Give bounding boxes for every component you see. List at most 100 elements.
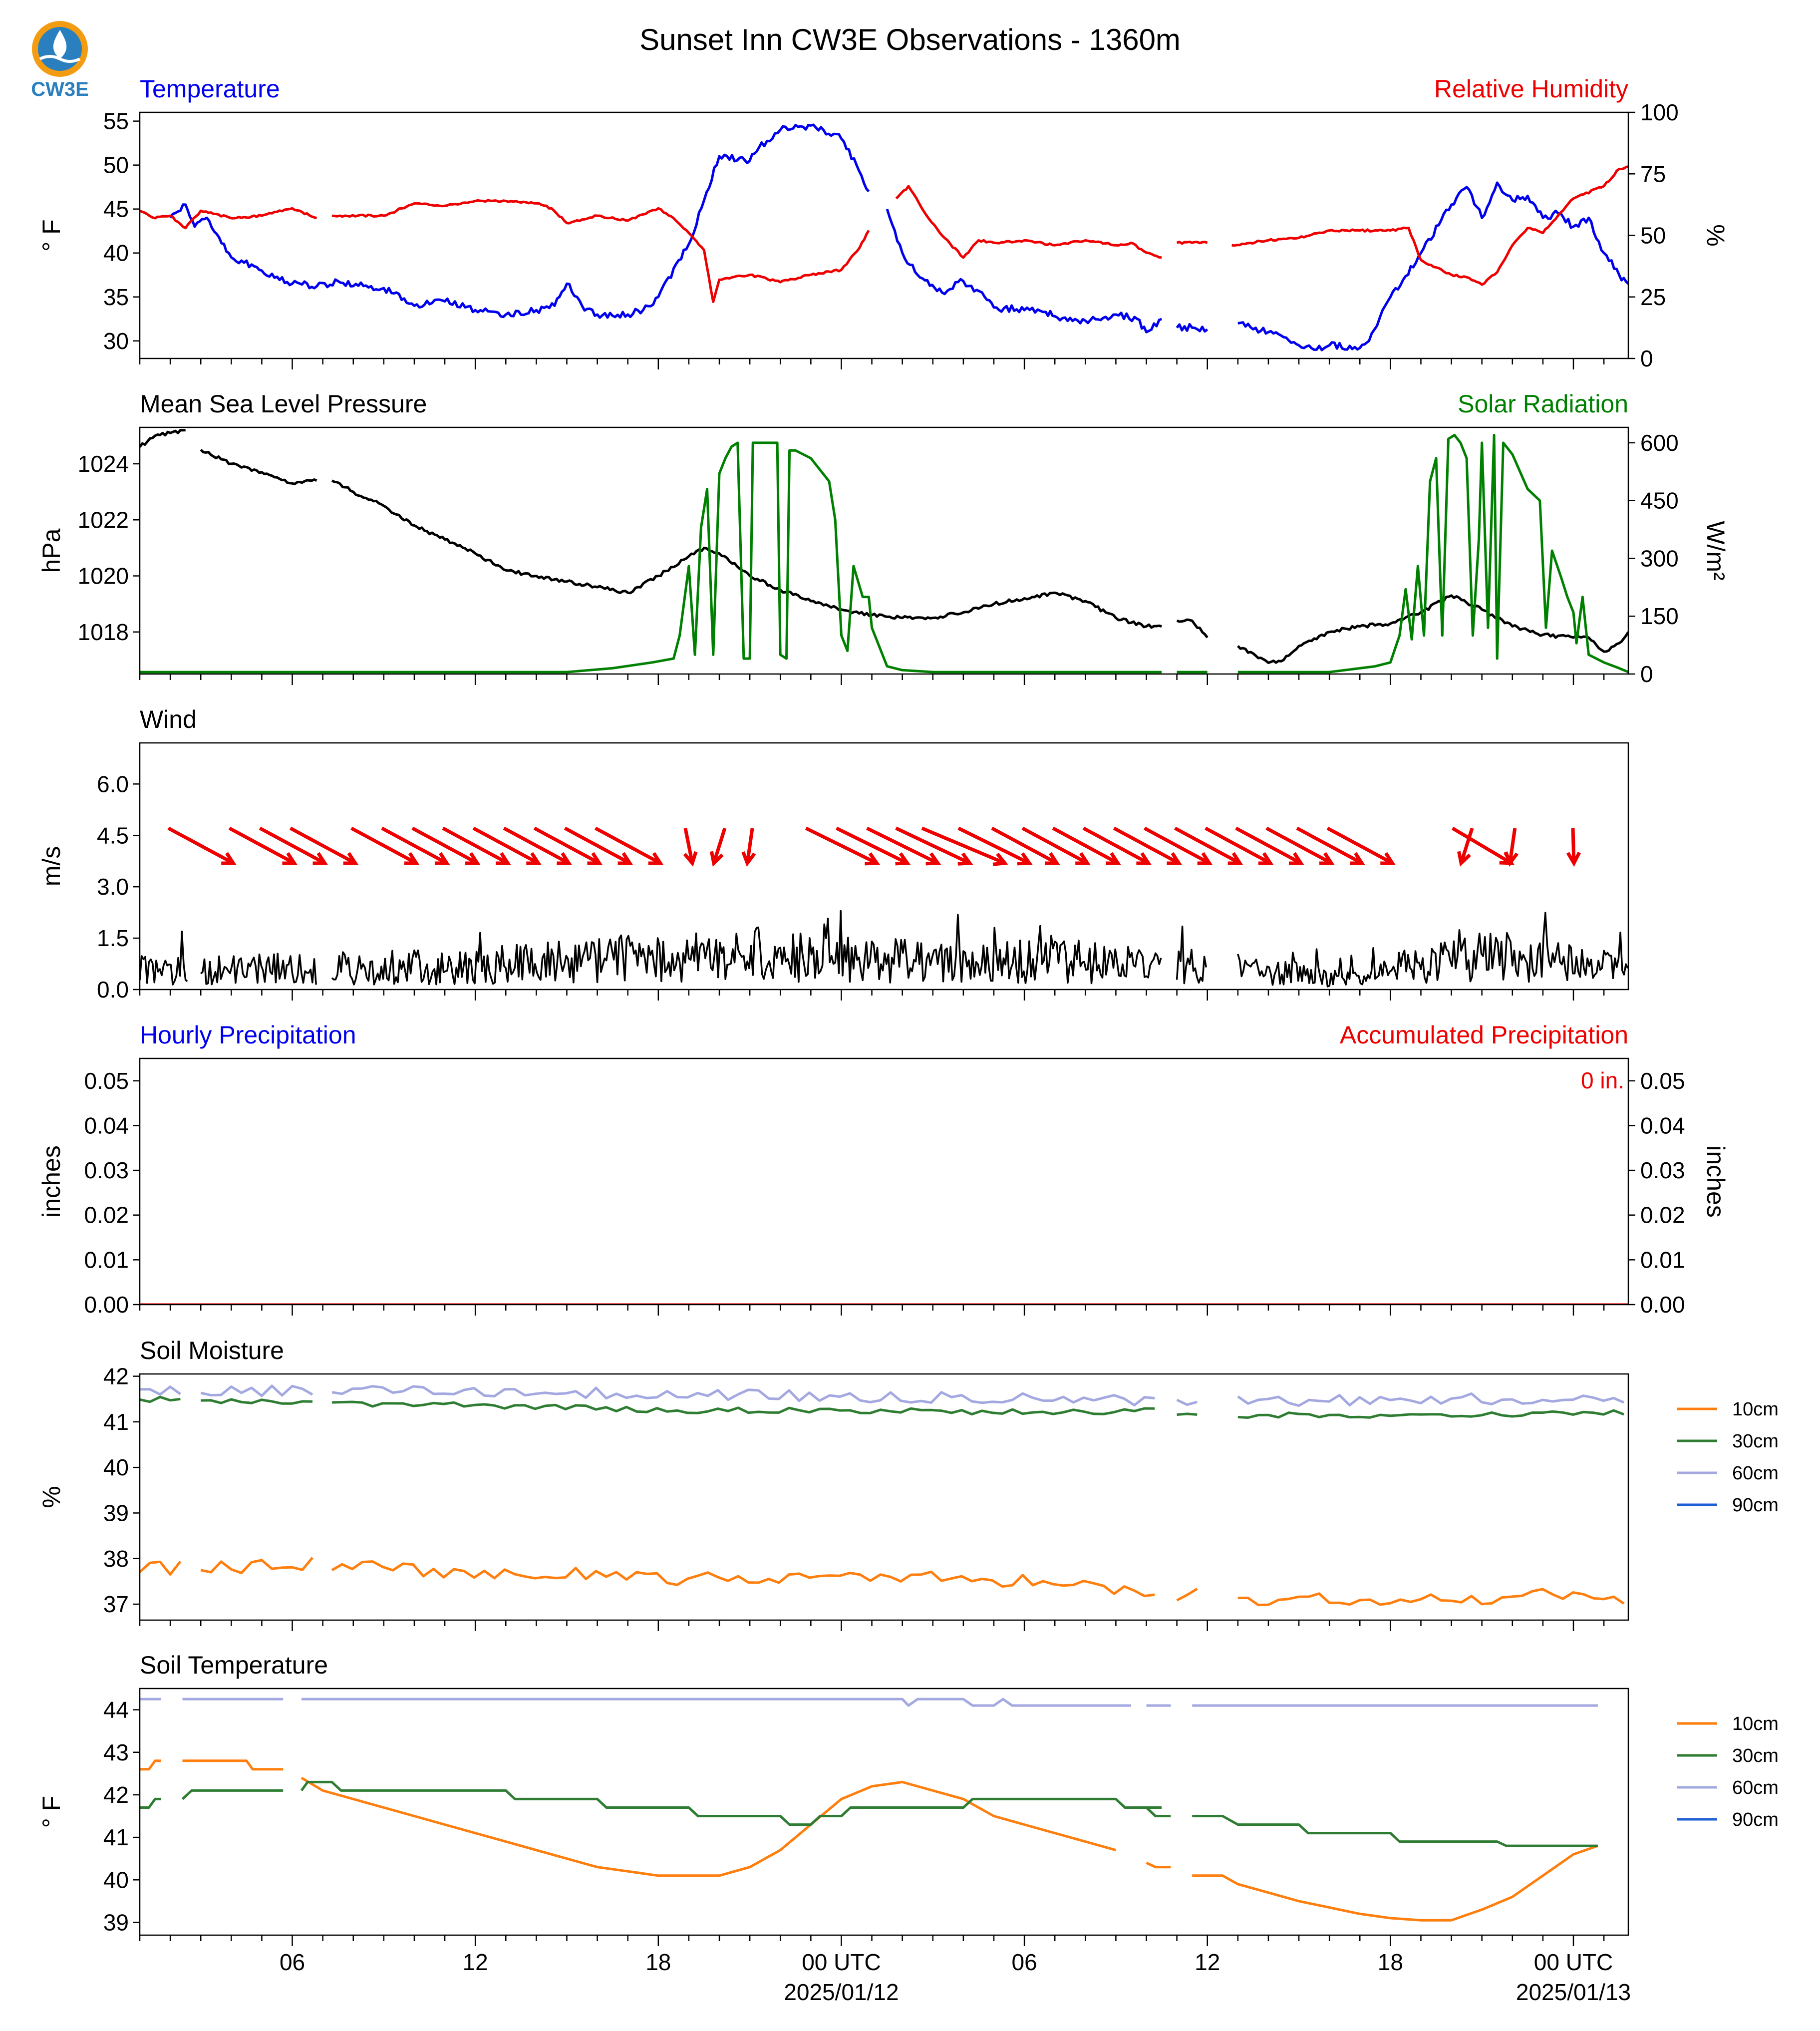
y-tick-right-label: 0.01 [1640, 1247, 1685, 1273]
y-axis-label: % [37, 1486, 65, 1508]
y-tick-label: 41 [103, 1824, 129, 1850]
series-line-wind [200, 953, 317, 986]
series-line-30cm [140, 1395, 181, 1403]
x-date-label: 2025/01/12 [784, 1979, 899, 2005]
y-tick-label: 4.5 [97, 822, 129, 848]
y-tick-right-label: 25 [1640, 284, 1666, 310]
wind-arrow [683, 828, 698, 867]
series-line-30cm [331, 1400, 1155, 1416]
wind-arrow [921, 826, 1008, 866]
y-tick-label: 0.04 [84, 1112, 129, 1138]
legend-label-30cm: 30cm [1732, 1431, 1779, 1452]
x-date-label: 2025/01/13 [1516, 1979, 1631, 2005]
series-line-30cm [1145, 1806, 1171, 1817]
wind-arrow [805, 826, 880, 866]
y-tick-label: 1.5 [97, 925, 129, 951]
y-axis-label: hPa [37, 528, 65, 573]
y-tick-label: 35 [103, 284, 129, 310]
legend-label-90cm: 90cm [1732, 1809, 1779, 1830]
series-line-30cm [300, 1780, 1162, 1826]
series-line-10cm [200, 1557, 313, 1575]
plot-area [140, 1697, 1598, 1922]
series-line-wind [1176, 925, 1208, 985]
wind-arrow [1504, 828, 1518, 867]
y-tick-label: 3.0 [97, 874, 129, 900]
y-tick-right-label: 0 [1640, 661, 1653, 687]
wind-arrow [1265, 826, 1335, 865]
series-line-30cm [201, 1398, 313, 1405]
series-line-10cm [331, 1560, 1155, 1598]
y-tick-label: 50 [103, 152, 129, 178]
panel-title-right: Accumulated Precipitation [1340, 1021, 1628, 1049]
wind-arrow [866, 826, 941, 866]
wind-arrow [1235, 826, 1304, 865]
y-tick-right-label: 50 [1640, 223, 1666, 249]
panel-title-left: Mean Sea Level Pressure [140, 390, 427, 418]
series-line-10cm [1237, 1588, 1625, 1607]
series-line-30cm [1177, 1412, 1198, 1416]
wind-arrow [1174, 826, 1243, 865]
x-tick-label: 12 [1195, 1949, 1220, 1975]
wind-arrow [564, 826, 633, 865]
legend: 10cm 30cm 60cm 90cm [1677, 1713, 1779, 1830]
y-tick-right-label: 0.05 [1640, 1068, 1685, 1094]
series-line-60cm [331, 1385, 1155, 1406]
wind-arrow [167, 826, 237, 865]
y-tick-right-label: 300 [1640, 545, 1679, 571]
y-tick-right-label: 450 [1640, 488, 1679, 514]
y-tick-label: 0.0 [97, 977, 129, 1003]
y-tick-right-label: 0.03 [1640, 1157, 1685, 1183]
series-line-10cm [140, 1560, 182, 1576]
wind-arrow [895, 826, 973, 866]
axes-frame [139, 1057, 1629, 1306]
series-line-mean-sea-level-pressure [1236, 594, 1628, 664]
y-tick-right-label: 75 [1640, 161, 1666, 187]
wind-arrow [1457, 827, 1474, 867]
panel-title-left: Soil Moisture [140, 1337, 284, 1364]
y-tick-label: 0.01 [84, 1247, 129, 1273]
y-tick-label: 1024 [78, 451, 129, 477]
series-line-10cm [301, 1776, 1117, 1877]
axes-frame [139, 1688, 1629, 1936]
accumulated-precip-value: 0 in. [1581, 1067, 1624, 1093]
series-line-10cm [1192, 1844, 1598, 1922]
series-line-30cm [181, 1789, 284, 1800]
wind-arrow [1566, 828, 1581, 867]
x-tick-label: 00 UTC [1534, 1949, 1613, 1975]
panel-2: Mean Sea Level Pressure Solar Radiation 10… [37, 390, 1730, 687]
series-line-mean-sea-level-pressure [200, 449, 317, 485]
axes-frame [139, 426, 1629, 675]
x-tick-label: 06 [280, 1949, 305, 1975]
y-tick-label: 55 [103, 108, 129, 134]
series-line-temperature [886, 208, 1163, 334]
y-tick-label: 0.03 [84, 1157, 129, 1183]
y-tick-label: 38 [103, 1546, 129, 1572]
x-tick-label: 18 [645, 1949, 671, 1975]
wind-arrow [991, 826, 1060, 865]
series-line-60cm [200, 1384, 313, 1397]
y-tick-label: 42 [103, 1782, 129, 1808]
panel-title-right: Solar Radiation [1458, 390, 1628, 418]
plot-area [140, 1384, 1625, 1607]
y-tick-label: 1020 [78, 563, 129, 589]
wind-arrow [442, 826, 511, 865]
x-tick-label: 06 [1012, 1949, 1037, 1975]
series-line-10cm [1176, 1588, 1198, 1602]
y-tick-label: 6.0 [97, 771, 129, 797]
series-line-10cm [140, 1759, 161, 1771]
y-tick-right-label: 0.02 [1640, 1202, 1685, 1228]
wind-arrow [533, 826, 603, 865]
wind-arrow [1205, 826, 1274, 865]
wind-arrow [350, 826, 420, 865]
panel-3: Wind 0.0 1.5 3.0 4.5 6.0 m/s [37, 705, 1629, 1003]
y-tick-label: 40 [103, 1454, 129, 1480]
wind-arrow [1052, 826, 1121, 865]
legend-label-60cm: 60cm [1732, 1463, 1779, 1484]
y-axis-label: ° F [37, 219, 65, 251]
y-axis-label-right: % [1702, 224, 1730, 246]
wind-arrow [1021, 826, 1091, 865]
y-tick-label: 0.02 [84, 1202, 129, 1228]
wind-arrow [1296, 826, 1365, 865]
